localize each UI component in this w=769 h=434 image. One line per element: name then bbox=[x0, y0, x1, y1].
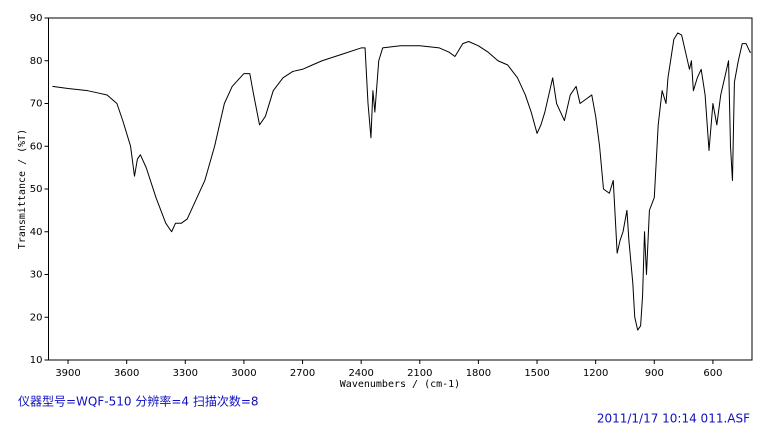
spectrum-line bbox=[52, 32, 752, 331]
y-tick-label: 90 bbox=[30, 13, 43, 24]
y-tick-label: 50 bbox=[30, 184, 43, 195]
x-tick-label: 900 bbox=[645, 368, 664, 379]
y-tick-label: 30 bbox=[30, 270, 43, 281]
y-tick-label: 40 bbox=[30, 227, 43, 238]
plot-frame bbox=[48, 17, 753, 361]
instrument-info: 仪器型号=WQF-510 分辨率=4 扫描次数=8 bbox=[18, 394, 259, 409]
x-tick-label: 1800 bbox=[466, 368, 491, 379]
x-tick-label: 600 bbox=[703, 368, 722, 379]
x-tick-label: 1200 bbox=[583, 368, 608, 379]
x-tick-label: 2100 bbox=[407, 368, 432, 379]
y-tick-label: 70 bbox=[30, 99, 43, 110]
x-tick-label: 3300 bbox=[173, 368, 198, 379]
file-info: 2011/1/17 10:14 011.ASF bbox=[597, 412, 750, 426]
x-tick-label: 2700 bbox=[290, 368, 315, 379]
x-tick-label: 1500 bbox=[524, 368, 549, 379]
x-tick-label: 3900 bbox=[55, 368, 80, 379]
y-tick-label: 10 bbox=[30, 355, 43, 366]
x-tick-label: 3000 bbox=[231, 368, 256, 379]
y-tick-label: 20 bbox=[30, 312, 43, 323]
y-tick-label: 80 bbox=[30, 56, 43, 67]
x-tick-label: 3600 bbox=[114, 368, 139, 379]
y-axis-label: Transmittance / (%T) bbox=[17, 129, 28, 249]
y-tick-label: 60 bbox=[30, 141, 43, 152]
x-axis-label: Wavenumbers / (cm-1) bbox=[340, 379, 460, 390]
x-tick-label: 2400 bbox=[348, 368, 373, 379]
